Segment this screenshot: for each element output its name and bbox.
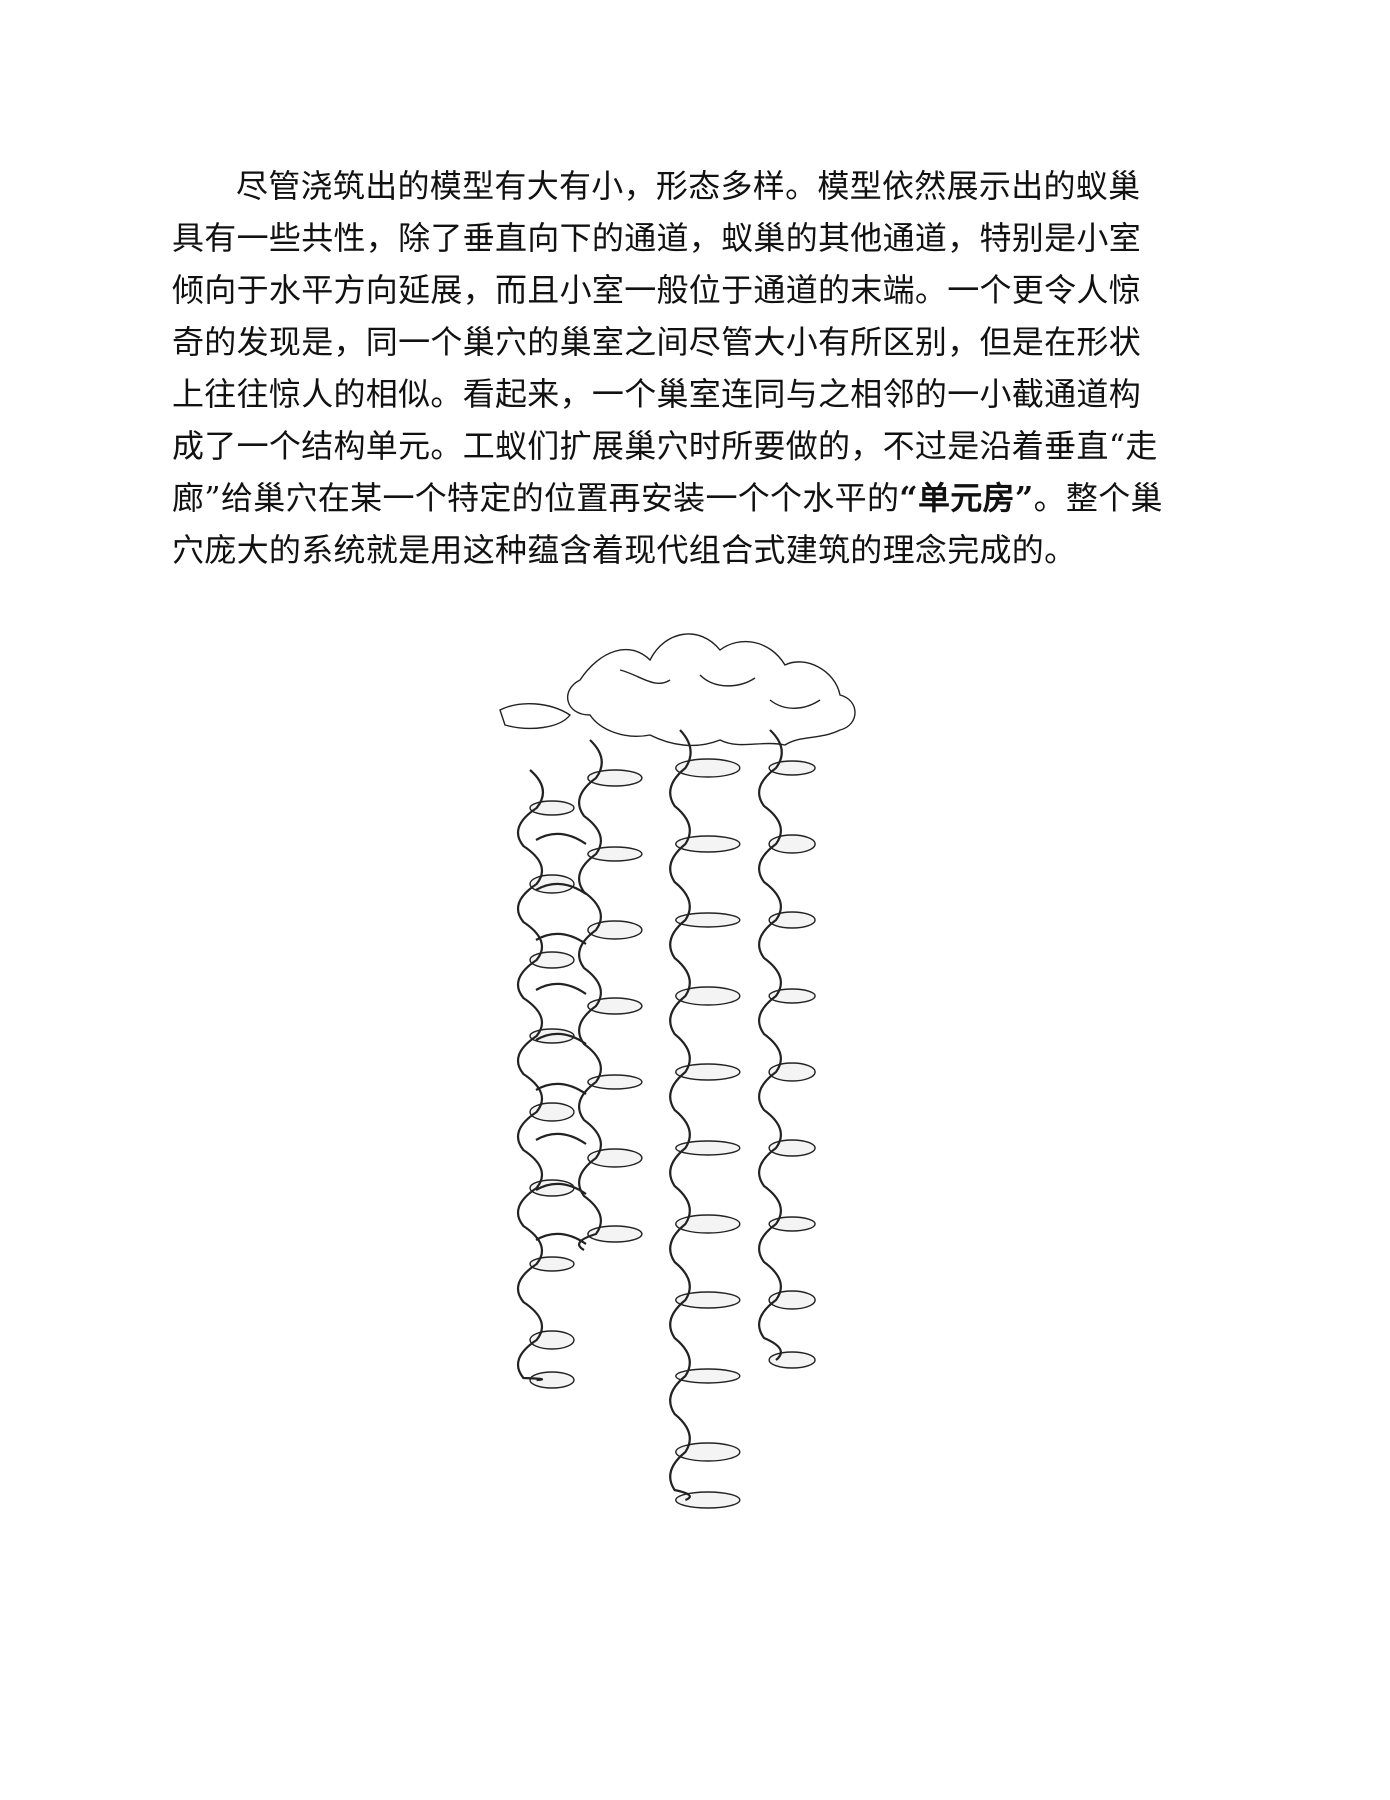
nest-chamber (675, 1442, 741, 1462)
paragraph-line: 奇的发现是，同一个巢穴的巢室之间尽管大小有所区别，但是在形状 (172, 323, 1142, 361)
paragraph-line: 上往往惊人的相似。看起来，一个巢室连同与之相邻的一小截通道构 (172, 375, 1142, 413)
nest-connector (535, 1182, 587, 1195)
line-text: 。整个巢 (1033, 479, 1163, 517)
nest-chamber (587, 920, 643, 940)
nest-chamber (529, 800, 575, 816)
paragraph-line: 尽管浇筑出的模型有大有小，形态多样。模型依然展示出的蚁巢 (236, 167, 1141, 205)
nest-chamber (587, 1148, 643, 1168)
paragraph-line-7: 廊”给巢穴在某一个特定的位置再安装一个个水平的“单元房”。整个巢 (172, 472, 1212, 524)
paragraph-line: 倾向于水平方向延展，而且小室一般位于通道的末端。一个更令人惊 (172, 271, 1142, 309)
nest-chamber (675, 1140, 741, 1156)
body-paragraph: 尽管浇筑出的模型有大有小，形态多样。模型依然展示出的蚁巢 具有一些共性，除了垂直… (172, 160, 1212, 576)
nest-chamber (529, 1371, 575, 1389)
nest-connector (535, 832, 587, 845)
nest-chamber (529, 1256, 575, 1272)
nest-chamber (768, 1062, 816, 1082)
paragraph-line: 穴庞大的系统就是用这种蕴含着现代组合式建筑的理念完成的。 (172, 531, 1077, 569)
nest-connector (535, 982, 587, 995)
bold-phrase: “单元房” (899, 479, 1034, 517)
nest-chamber (529, 1102, 575, 1122)
nest-chamber (675, 986, 741, 1006)
nest-chamber (587, 1225, 643, 1243)
nest-chamber (675, 912, 741, 928)
nest-tunnel (669, 729, 692, 1502)
nest-tunnel (758, 729, 783, 1361)
nest-connector (535, 1132, 587, 1145)
nest-chamber (587, 846, 643, 862)
nest-chamber (529, 1028, 575, 1044)
nest-chamber (587, 769, 643, 787)
nest-connector (535, 1232, 587, 1245)
paragraph-line: 具有一些共性，除了垂直向下的通道，蚁巢的其他通道，特别是小室 (172, 219, 1142, 257)
line-text: 廊”给巢穴在某一个特定的位置再安装一个个水平的 (172, 479, 900, 517)
nest-chamber (768, 834, 816, 854)
nest-chamber (675, 1063, 741, 1081)
nest-chamber (529, 1330, 575, 1350)
nest-connector (535, 932, 587, 945)
nest-chamber (675, 758, 741, 778)
nest-tunnel (578, 739, 603, 1251)
nest-chamber (587, 1074, 643, 1090)
nest-chamber (675, 835, 741, 853)
nest-chambers (529, 758, 816, 1509)
nest-chamber (675, 1491, 741, 1509)
nest-chamber (675, 1368, 741, 1384)
nest-chamber (768, 1290, 816, 1310)
nest-chamber (768, 1139, 816, 1157)
nest-chamber (768, 911, 816, 929)
nest-chamber (587, 997, 643, 1015)
ant-nest-cast-illustration-icon (440, 620, 960, 1540)
nest-drawing (499, 633, 856, 1509)
nest-chamber (675, 1291, 741, 1309)
nest-chamber (768, 760, 816, 776)
nest-chamber (675, 1214, 741, 1234)
nest-connector (535, 1082, 587, 1095)
nest-tunnels (516, 729, 783, 1502)
nest-chamber (529, 951, 575, 969)
nest-tunnel (516, 769, 544, 1382)
nest-connector (535, 882, 587, 895)
nest-chamber (768, 1216, 816, 1232)
nest-connector (535, 1032, 587, 1045)
nest-top-mass (499, 633, 856, 747)
nest-chamber (768, 988, 816, 1004)
paragraph-line: 成了一个结构单元。工蚁们扩展巢穴时所要做的，不过是沿着垂直“走 (172, 427, 1158, 465)
